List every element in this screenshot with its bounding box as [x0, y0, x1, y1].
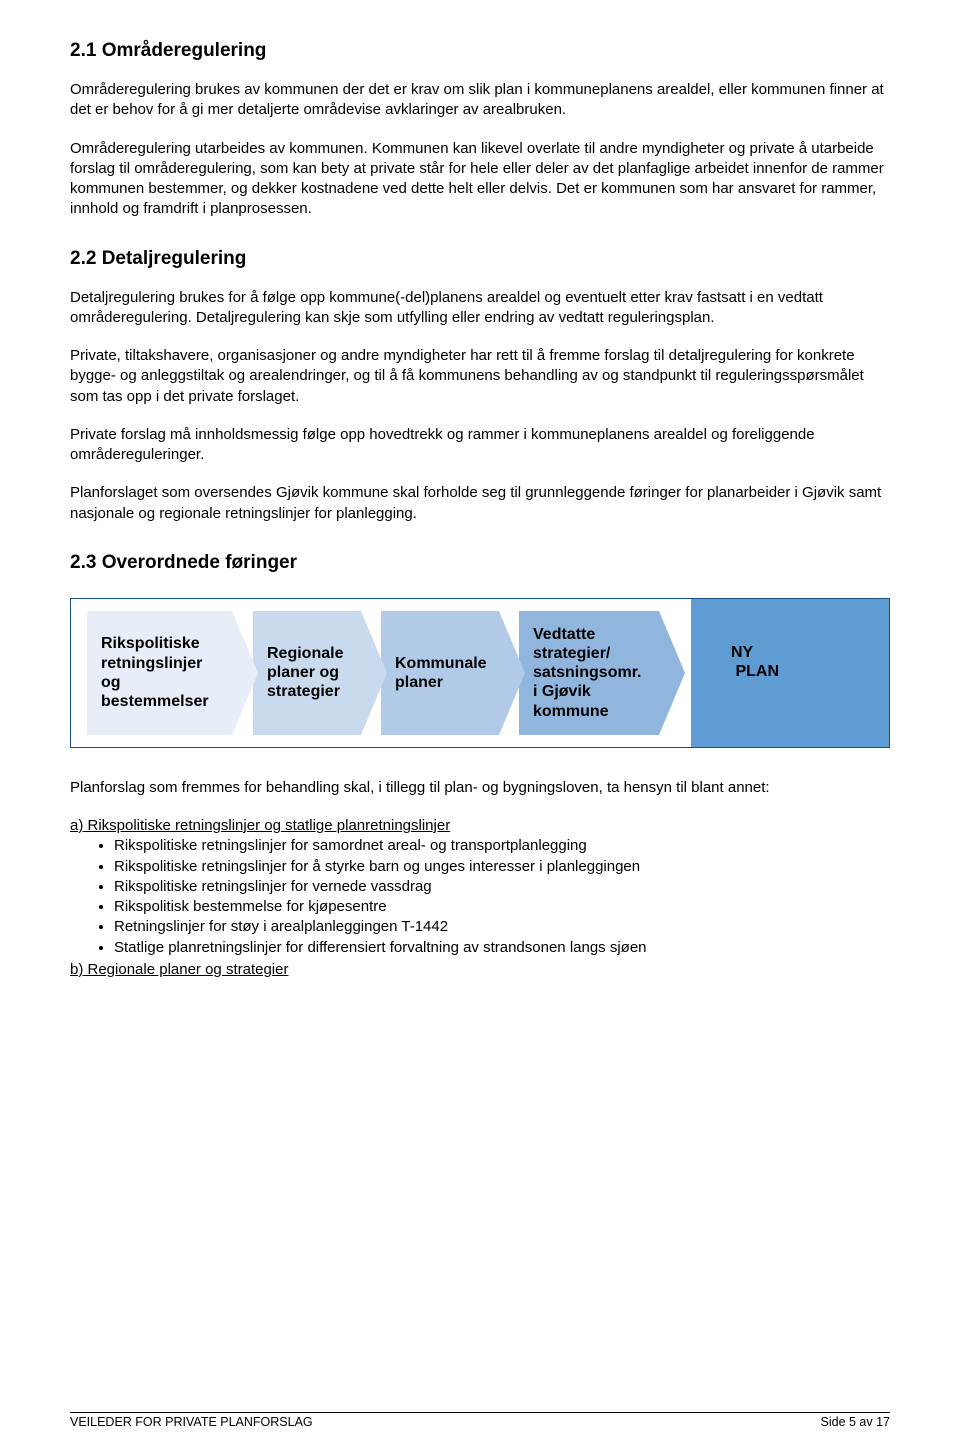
footer-divider [70, 1412, 890, 1413]
footer-right: Side 5 av 17 [821, 1415, 891, 1429]
plan-line1: NY [731, 644, 753, 661]
diagram-canvas: Rikspolitiske retningslinjer og bestemme… [70, 598, 890, 748]
arrow-label: Kommunale planer [395, 654, 489, 692]
paragraph: Områderegulering brukes av kommunen der … [70, 80, 890, 121]
heading-2-2: 2.2 Detaljregulering [70, 248, 890, 270]
footer-left: VEILEDER FOR PRIVATE PLANFORSLAG [70, 1415, 313, 1429]
paragraph: Områderegulering utarbeides av kommunen.… [70, 139, 890, 220]
arrow-vedtatte: Vedtatte strategier/ satsningsomr. i Gjø… [519, 611, 685, 735]
paragraph: Private forslag må innholdsmessig følge … [70, 425, 890, 466]
paragraph: Private, tiltakshavere, organisasjoner o… [70, 346, 890, 407]
heading-2-1: 2.1 Områderegulering [70, 40, 890, 62]
list-item: Rikspolitiske retningslinjer for vernede… [114, 877, 890, 897]
paragraph: Planforslaget som oversendes Gjøvik komm… [70, 483, 890, 524]
flow-diagram: Rikspolitiske retningslinjer og bestemme… [70, 598, 890, 748]
arrow-label: Regionale planer og strategier [267, 644, 351, 702]
group-b-title: b) Regionale planer og strategier [70, 960, 890, 980]
list-item: Retningslinjer for støy i arealplanleggi… [114, 917, 890, 937]
page-footer: VEILEDER FOR PRIVATE PLANFORSLAG Side 5 … [70, 1412, 890, 1429]
chevron-right-icon [361, 611, 387, 735]
arrow-rikspolitiske: Rikspolitiske retningslinjer og bestemme… [87, 611, 258, 735]
plan-panel [691, 599, 889, 747]
paragraph: Planforslag som fremmes for behandling s… [70, 778, 890, 798]
arrow-label: Vedtatte strategier/ satsningsomr. i Gjø… [533, 625, 649, 721]
list-item: Statlige planretningslinjer for differen… [114, 938, 890, 958]
plan-line2: PLAN [735, 663, 779, 680]
plan-label: NY PLAN [731, 643, 779, 681]
list-item: Rikspolitiske retningslinjer for å styrk… [114, 857, 890, 877]
document-page: 2.1 Områderegulering Områderegulering br… [0, 0, 960, 1453]
chevron-right-icon [232, 611, 258, 735]
chevron-right-icon [659, 611, 685, 735]
group-a-list: Rikspolitiske retningslinjer for samordn… [70, 836, 890, 958]
group-a-title: a) Rikspolitiske retningslinjer og statl… [70, 816, 890, 836]
chevron-right-icon [499, 611, 525, 735]
heading-2-3: 2.3 Overordnede føringer [70, 552, 890, 574]
arrow-label: Rikspolitiske retningslinjer og bestemme… [101, 634, 222, 711]
arrow-regionale: Regionale planer og strategier [253, 611, 387, 735]
list-item: Rikspolitisk bestemmelse for kjøpesentre [114, 897, 890, 917]
list-item: Rikspolitiske retningslinjer for samordn… [114, 836, 890, 856]
paragraph: Detaljregulering brukes for å følge opp … [70, 288, 890, 329]
arrow-kommunale: Kommunale planer [381, 611, 525, 735]
